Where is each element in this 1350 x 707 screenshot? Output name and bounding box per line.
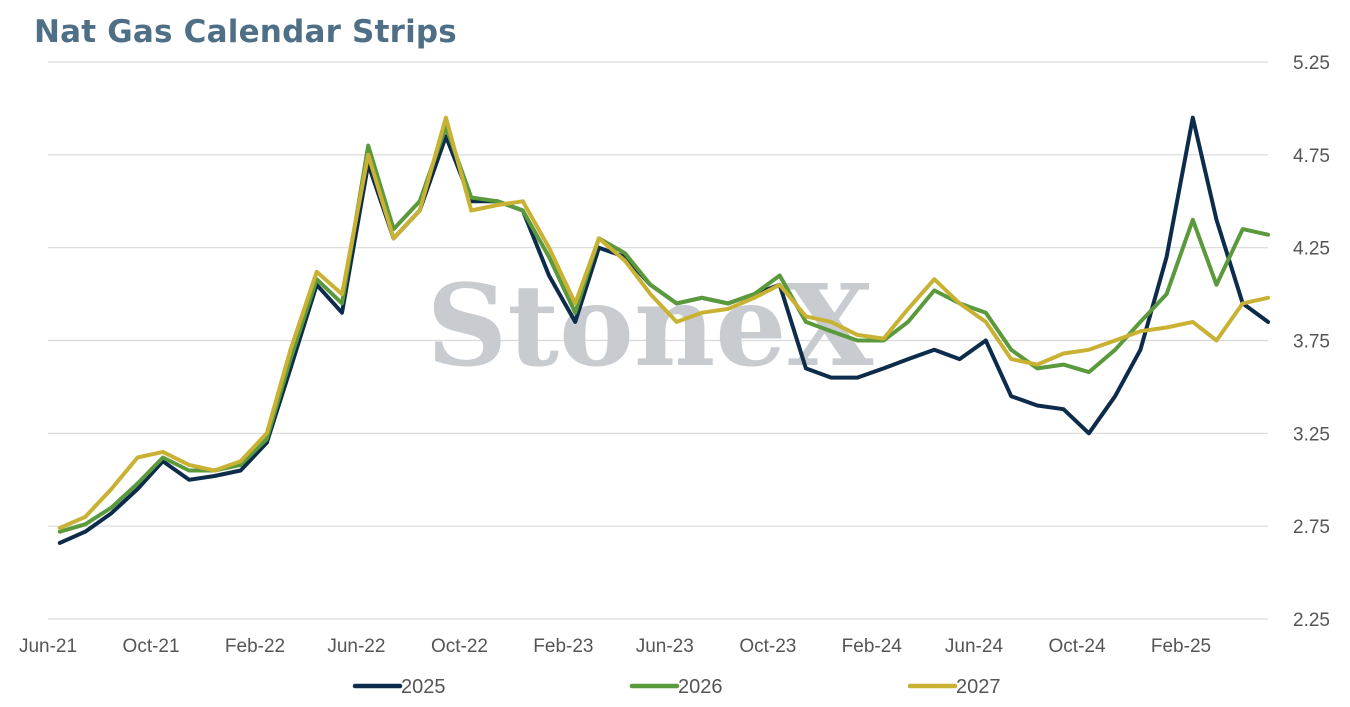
x-tick-label: Oct-22 bbox=[431, 636, 488, 657]
x-tick-label: Jun-21 bbox=[19, 636, 77, 657]
x-tick-label: Jun-23 bbox=[636, 636, 694, 657]
x-tick-label: Feb-24 bbox=[842, 636, 903, 657]
y-tick-label: 3.25 bbox=[1293, 424, 1330, 445]
series-line-2026 bbox=[57, 125, 1270, 534]
legend: 2025 2026 2027 bbox=[352, 676, 1001, 698]
chart-title: Nat Gas Calendar Strips bbox=[34, 14, 457, 50]
x-tick-label: Oct-21 bbox=[123, 636, 180, 657]
x-axis-ticks: Jun-21 Oct-21 Feb-22 Jun-22 Oct-22 Feb-23 Jun-… bbox=[19, 636, 1211, 657]
series-lines bbox=[57, 115, 1270, 545]
y-tick-label: 4.25 bbox=[1293, 239, 1330, 260]
x-tick-label: Jun-24 bbox=[945, 636, 1004, 657]
series-line-2027 bbox=[57, 115, 1270, 530]
x-tick-label: Jun-22 bbox=[327, 636, 385, 657]
stonex-watermark: StoneX bbox=[427, 261, 874, 392]
y-tick-label: 4.75 bbox=[1293, 146, 1330, 167]
legend-label-2025: 2025 bbox=[401, 676, 446, 698]
x-tick-label: Feb-22 bbox=[225, 636, 285, 657]
y-tick-label: 3.75 bbox=[1293, 332, 1330, 353]
y-tick-label: 5.25 bbox=[1293, 53, 1330, 74]
legend-label-2027: 2027 bbox=[956, 676, 1001, 698]
x-tick-label: Feb-23 bbox=[533, 636, 593, 657]
y-tick-label: 2.75 bbox=[1293, 517, 1330, 538]
x-tick-label: Feb-25 bbox=[1151, 636, 1211, 657]
y-tick-label: 2.25 bbox=[1293, 610, 1330, 631]
y-axis-ticks: 5.25 4.75 4.25 3.75 3.25 2.75 2.25 bbox=[1293, 53, 1330, 631]
x-tick-label: Oct-24 bbox=[1049, 636, 1106, 657]
x-tick-label: Oct-23 bbox=[739, 636, 796, 657]
legend-label-2026: 2026 bbox=[678, 676, 723, 698]
grid-lines bbox=[48, 61, 1268, 620]
